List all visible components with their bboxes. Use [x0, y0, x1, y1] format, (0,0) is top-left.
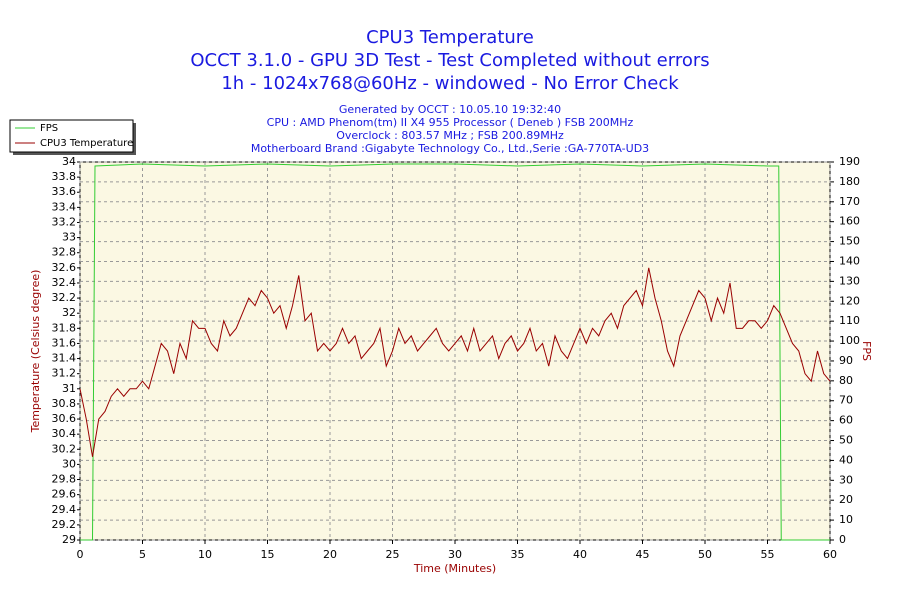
y-tick-label: 29.4	[52, 503, 77, 516]
y2-tick-label: 20	[839, 493, 853, 506]
y2-tick-label: 120	[839, 294, 860, 307]
y-tick-label: 31	[62, 382, 76, 395]
x-axis-label: Time (Minutes)	[413, 562, 496, 575]
y2-tick-label: 190	[839, 155, 860, 168]
y2-tick-label: 170	[839, 195, 860, 208]
y-tick-label: 33.8	[52, 170, 77, 183]
y-tick-label: 33.2	[52, 215, 77, 228]
x-tick-label: 50	[698, 548, 712, 561]
subtitle-line: Generated by OCCT : 10.05.10 19:32:40	[339, 103, 561, 116]
x-tick-label: 20	[323, 548, 337, 561]
legend	[9, 119, 134, 153]
subtitle-line: Overclock : 803.57 MHz ; FSB 200.89MHz	[336, 129, 564, 142]
y2-tick-label: 60	[839, 414, 853, 427]
y2-tick-label: 150	[839, 235, 860, 248]
y2-tick-label: 180	[839, 175, 860, 188]
y-tick-label: 29.6	[52, 488, 77, 501]
legend-label: CPU3 Temperature	[40, 138, 133, 149]
y-tick-label: 30.6	[52, 412, 77, 425]
legend-label: FPS	[40, 123, 58, 134]
y-tick-label: 31.2	[52, 367, 77, 380]
y2-tick-label: 10	[839, 513, 853, 526]
y-tick-label: 32.4	[52, 276, 77, 289]
y-tick-label: 30	[62, 457, 76, 470]
y2-tick-label: 0	[839, 533, 846, 546]
x-tick-label: 5	[139, 548, 146, 561]
y2-tick-label: 80	[839, 374, 853, 387]
y2-tick-label: 90	[839, 354, 853, 367]
x-tick-label: 25	[386, 548, 400, 561]
title-line: OCCT 3.1.0 - GPU 3D Test - Test Complete…	[190, 50, 709, 71]
y2-tick-label: 50	[839, 434, 853, 447]
y-tick-label: 30.2	[52, 442, 77, 455]
y2-tick-label: 70	[839, 394, 853, 407]
y-tick-label: 32.8	[52, 246, 77, 259]
chart-title: CPU3 Temperature	[366, 27, 534, 48]
y-tick-label: 30.4	[52, 427, 77, 440]
subtitle-line: Motherboard Brand :Gigabyte Technology C…	[251, 142, 649, 155]
y2-axis-label: FPS	[860, 341, 873, 361]
y-tick-label: 31.4	[52, 352, 77, 365]
series-line	[80, 163, 830, 541]
y-tick-label: 29	[62, 533, 76, 546]
y-tick-label: 32.6	[52, 261, 77, 274]
x-tick-label: 10	[198, 548, 212, 561]
title-line: 1h - 1024x768@60Hz - windowed - No Error…	[221, 73, 679, 94]
y2-tick-label: 30	[839, 473, 853, 486]
y-tick-label: 33	[62, 231, 76, 244]
y2-tick-label: 110	[839, 314, 860, 327]
x-tick-label: 45	[636, 548, 650, 561]
x-tick-label: 40	[573, 548, 587, 561]
y2-tick-label: 130	[839, 274, 860, 287]
y-tick-label: 31.6	[52, 336, 77, 349]
y2-tick-label: 160	[839, 215, 860, 228]
series-line	[79, 267, 831, 457]
y-tick-label: 29.2	[52, 518, 77, 531]
y2-tick-label: 40	[839, 453, 853, 466]
y-tick-label: 29.8	[52, 473, 77, 486]
y-tick-label: 32.2	[52, 291, 77, 304]
x-tick-label: 60	[823, 548, 837, 561]
y-tick-label: 32	[62, 306, 76, 319]
y2-tick-label: 100	[839, 334, 860, 347]
x-tick-label: 55	[761, 548, 775, 561]
x-tick-label: 15	[261, 548, 275, 561]
subtitle-line: CPU : AMD Phenom(tm) II X4 955 Processor…	[267, 116, 634, 129]
y2-tick-label: 140	[839, 254, 860, 267]
y-tick-label: 30.8	[52, 397, 77, 410]
y-tick-label: 33.4	[52, 200, 77, 213]
x-tick-label: 30	[448, 548, 462, 561]
y-tick-label: 34	[62, 155, 76, 168]
x-tick-label: 0	[77, 548, 84, 561]
y-tick-label: 33.6	[52, 185, 77, 198]
y-tick-label: 31.8	[52, 321, 77, 334]
y-axis-label: Temperature (Celsius degree)	[29, 270, 42, 434]
x-tick-label: 35	[511, 548, 525, 561]
